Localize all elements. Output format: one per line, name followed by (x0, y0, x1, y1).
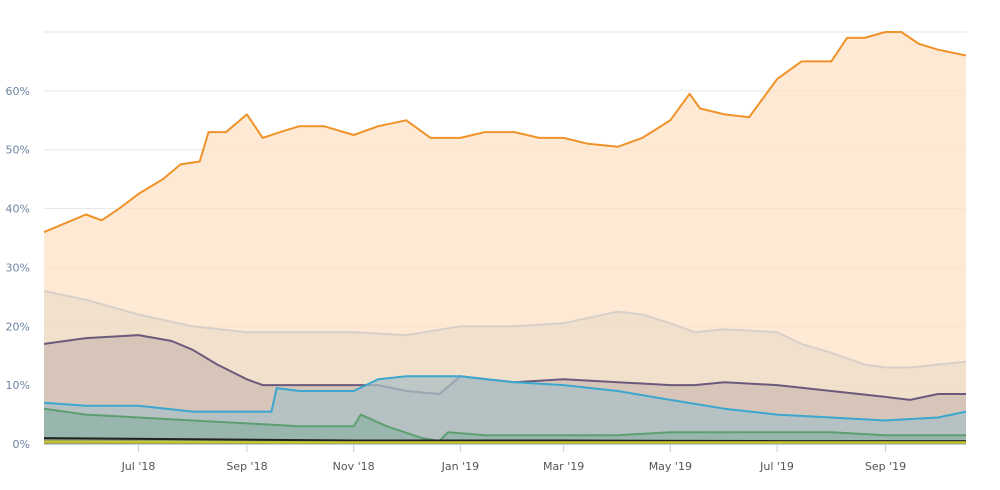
x-tick-label: Nov '18 (333, 460, 375, 473)
x-tick-label: Jul '19 (759, 460, 794, 473)
y-tick-label: 40% (6, 203, 30, 216)
x-tick-label: Jul '18 (121, 460, 156, 473)
x-tick-label: Jan '19 (441, 460, 479, 473)
y-tick-label: 0% (13, 438, 30, 451)
x-tick-label: Mar '19 (543, 460, 584, 473)
series-line-0 (43, 31, 967, 234)
series-line-5 (43, 437, 966, 443)
x-tick-label: Sep '19 (865, 460, 906, 473)
series-line-3 (43, 375, 967, 422)
x-tick-label: May '19 (649, 460, 692, 473)
y-tick-label: 20% (6, 320, 30, 333)
series-line-6 (43, 440, 966, 444)
y-tick-label: 50% (6, 144, 30, 157)
y-tick-label: 60% (6, 85, 30, 98)
series-line-1 (43, 290, 967, 369)
series-area-4 (44, 408, 966, 444)
x-tick-label: Sep '18 (226, 460, 267, 473)
y-tick-label: 30% (6, 261, 30, 274)
y-tick-label: 10% (6, 379, 30, 392)
